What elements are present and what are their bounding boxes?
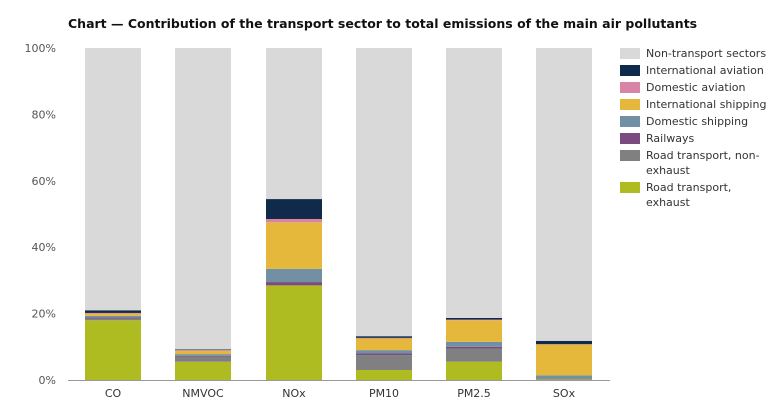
legend-item-road-transport-exhaust: Road transport, exhaust <box>620 180 770 210</box>
legend-label: Railways <box>646 132 695 145</box>
y-tick-label-0: 0% <box>39 374 56 387</box>
x-tick-label-co: CO <box>105 387 122 400</box>
legend-swatch-domestic-aviation <box>620 82 640 93</box>
legend-swatch-road-transport-non-exhaust <box>620 150 640 161</box>
bar-pm10-international-shipping <box>356 338 412 351</box>
legend-swatch-road-transport-exhaust <box>620 182 640 193</box>
bar-nmvoc-domestic-aviation <box>175 350 231 351</box>
bar-nox-international-shipping <box>266 222 322 269</box>
bar-co-road-transport-exhaust <box>85 320 141 380</box>
legend-swatch-domestic-shipping <box>620 116 640 127</box>
legend-label: International aviation <box>646 64 764 77</box>
legend-label: Domestic shipping <box>646 115 749 128</box>
bar-pm10-non-transport-sectors <box>356 48 412 337</box>
y-axis: 0% 20% 40% 60% 80% 100% <box>25 42 56 387</box>
legend-swatch-international-aviation <box>620 65 640 76</box>
bar-nox-domestic-aviation <box>266 218 322 223</box>
bar-pm2-5-non-transport-sectors <box>446 48 502 318</box>
legend-item-road-transport-non-exhaust: Road transport, non-exhaust <box>620 148 770 178</box>
legend-label: International shipping <box>646 98 767 111</box>
legend-label: Non-transport sectors <box>646 47 767 60</box>
bar-nox-road-transport-exhaust <box>266 285 322 380</box>
x-tick-label-pm10: PM10 <box>369 387 399 400</box>
bar-pm10-international-aviation <box>356 336 412 338</box>
legend-label: Road transport, exhaust <box>646 181 732 209</box>
bar-pm2-5-international-shipping <box>446 320 502 342</box>
bar-co-domestic-aviation <box>85 312 141 314</box>
bar-nmvoc-road-transport-non-exhaust <box>175 356 231 362</box>
bar-nox-domestic-shipping <box>266 268 322 283</box>
bar-sox-international-shipping <box>536 344 592 376</box>
bar-pm2-5-domestic-shipping <box>446 341 502 347</box>
bars-group <box>85 48 592 380</box>
bar-co-railways <box>85 317 141 319</box>
bar-co-international-aviation <box>85 310 141 313</box>
bar-pm2-5-international-aviation <box>446 317 502 320</box>
x-tick-label-nox: NOx <box>282 387 306 400</box>
bar-nmvoc-domestic-shipping <box>175 354 231 356</box>
bar-pm10-domestic-shipping <box>356 350 412 354</box>
legend-label: Road transport, non-exhaust <box>646 149 760 177</box>
legend-label: Domestic aviation <box>646 81 746 94</box>
bar-co-domestic-shipping <box>85 315 141 318</box>
y-tick-label-20: 20% <box>32 308 56 321</box>
legend-item-non-transport-sectors: Non-transport sectors <box>620 46 770 61</box>
bar-sox-international-aviation <box>536 340 592 345</box>
bar-nmvoc-international-shipping <box>175 350 231 355</box>
y-tick-label-60: 60% <box>32 175 56 188</box>
bar-co-non-transport-sectors <box>85 48 141 311</box>
bar-pm10-road-transport-non-exhaust <box>356 355 412 371</box>
legend-swatch-railways <box>620 133 640 144</box>
legend-item-domestic-shipping: Domestic shipping <box>620 114 770 129</box>
bar-sox-railways <box>536 378 592 380</box>
bar-nox-railways <box>266 282 322 286</box>
y-tick-label-80: 80% <box>32 108 56 121</box>
bar-sox-non-transport-sectors <box>536 48 592 341</box>
bar-pm2-5-road-transport-exhaust <box>446 361 502 380</box>
y-tick-label-100: 100% <box>25 42 56 55</box>
bar-pm2-5-railways <box>446 346 502 349</box>
bar-pm2-5-road-transport-non-exhaust <box>446 348 502 362</box>
bar-pm10-road-transport-exhaust <box>356 370 412 380</box>
x-tick-label-sox: SOx <box>553 387 576 400</box>
legend-item-international-aviation: International aviation <box>620 63 770 78</box>
bar-nmvoc-railways <box>175 355 231 357</box>
bar-sox-domestic-shipping <box>536 375 592 379</box>
bar-pm10-domestic-aviation <box>356 337 412 339</box>
legend-item-international-shipping: International shipping <box>620 97 770 112</box>
bar-nox-non-transport-sectors <box>266 48 322 200</box>
legend-item-railways: Railways <box>620 131 770 146</box>
bar-nmvoc-international-aviation <box>175 349 231 351</box>
bar-nmvoc-non-transport-sectors <box>175 48 231 350</box>
x-tick-label-pm2-5: PM2.5 <box>457 387 491 400</box>
bar-nmvoc-road-transport-exhaust <box>175 361 231 380</box>
x-tick-label-nmvoc: NMVOC <box>182 387 224 400</box>
bar-co-road-transport-non-exhaust <box>85 318 141 321</box>
bar-sox-road-transport-exhaust <box>536 379 592 380</box>
bar-co-international-shipping <box>85 313 141 316</box>
y-tick-label-40: 40% <box>32 241 56 254</box>
bar-nox-international-aviation <box>266 199 322 219</box>
x-axis: CO NMVOC NOx PM10 PM2.5 SOx <box>68 380 610 400</box>
chart-title: Chart — Contribution of the transport se… <box>68 16 698 31</box>
bar-pm2-5-domestic-aviation <box>446 319 502 321</box>
legend: Non-transport sectors International aviat… <box>620 46 770 212</box>
legend-item-domestic-aviation: Domestic aviation <box>620 80 770 95</box>
bar-pm10-railways <box>356 353 412 356</box>
legend-swatch-international-shipping <box>620 99 640 110</box>
legend-swatch-non-transport-sectors <box>620 48 640 59</box>
